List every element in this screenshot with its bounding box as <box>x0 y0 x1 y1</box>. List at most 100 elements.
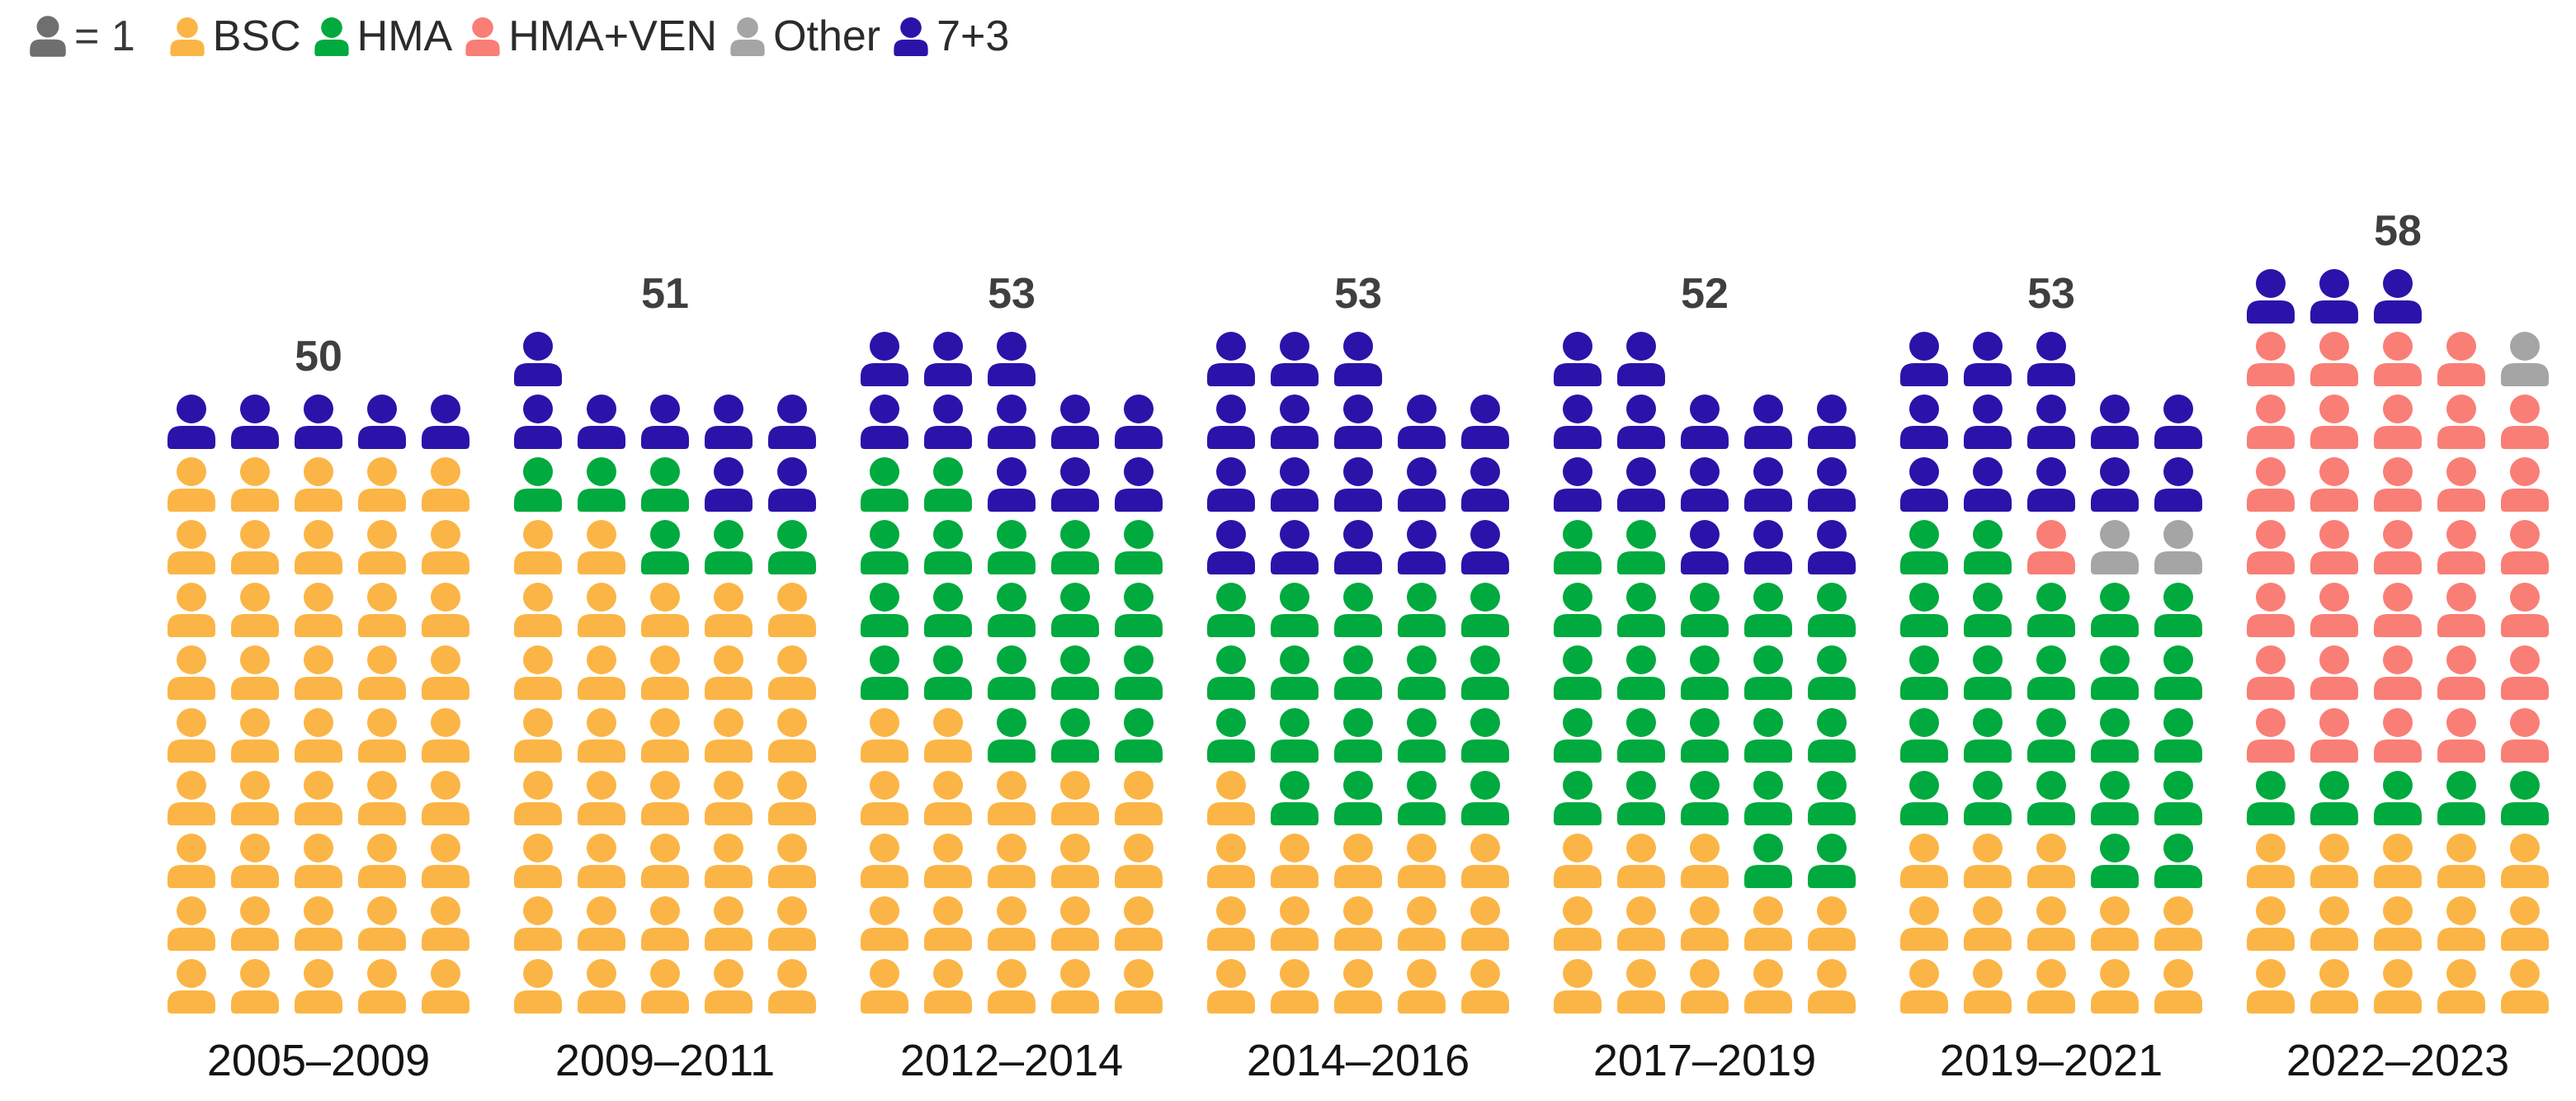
person-icon-hma <box>1615 520 1668 574</box>
person-icon-hma <box>1049 645 1102 700</box>
group-total-label: 52 <box>1681 270 1729 318</box>
person-icon-hma-ven <box>2244 645 2297 700</box>
person-icon-hma <box>1961 520 2014 574</box>
person-icon-bsc <box>512 959 564 1014</box>
person-icon-bsc <box>419 771 472 825</box>
icon-column <box>1805 395 1858 1014</box>
person-icon-7-3 <box>1961 395 2014 449</box>
icon-column <box>292 395 345 1014</box>
person-icon-bsc <box>1678 959 1731 1014</box>
person-icon-7-3 <box>1742 457 1795 512</box>
person-icon-bsc <box>2498 896 2551 951</box>
person-icon-bsc <box>1898 834 1951 888</box>
person-icon-bsc <box>1049 771 1102 825</box>
person-icon-bsc <box>292 520 345 574</box>
person-icon-bsc <box>2152 896 2205 951</box>
person-icon-bsc <box>292 896 345 951</box>
person-icon-hma-ven <box>2371 708 2424 763</box>
icon-column <box>1898 332 1951 1014</box>
person-icon-bsc <box>1459 959 1512 1014</box>
group-total-label: 58 <box>2374 207 2422 255</box>
person-icon-7-3 <box>2244 269 2297 324</box>
person-icon-bsc <box>512 645 564 700</box>
person-icon-hma <box>1459 708 1512 763</box>
person-icon-7-3 <box>1049 457 1102 512</box>
person-icon-hma <box>985 708 1038 763</box>
person-icon-bsc <box>165 896 218 951</box>
icon-columns <box>512 332 819 1014</box>
legend-unit: = 1 <box>28 12 157 61</box>
icon-column <box>229 395 281 1014</box>
person-icon-hma <box>1049 520 1102 574</box>
person-icon-bsc <box>2025 959 2078 1014</box>
icon-column <box>702 395 755 1014</box>
person-icon-hma <box>2308 771 2361 825</box>
person-icon-bsc <box>1551 834 1604 888</box>
person-icon-bsc <box>165 520 218 574</box>
person-icon-bsc <box>356 583 408 637</box>
icon-column <box>2088 395 2141 1014</box>
legend-person-icon <box>729 17 767 56</box>
person-icon-hma <box>1332 771 1385 825</box>
person-icon-hma <box>1742 834 1795 888</box>
person-icon-bsc <box>1112 771 1165 825</box>
icon-column <box>1112 395 1165 1014</box>
person-icon-hma-ven <box>2498 645 2551 700</box>
person-icon-bsc <box>2152 959 2205 1014</box>
person-icon-bsc <box>766 708 819 763</box>
person-icon-bsc <box>575 896 628 951</box>
person-icon-bsc <box>1049 896 1102 951</box>
person-icon-7-3 <box>1268 395 1321 449</box>
person-icon-hma <box>1205 583 1257 637</box>
person-icon-hma <box>2025 583 2078 637</box>
person-icon-hma <box>1805 708 1858 763</box>
person-icon-bsc <box>1268 959 1321 1014</box>
person-icon-hma <box>1678 583 1731 637</box>
person-icon-bsc <box>1205 959 1257 1014</box>
legend-item-7-3: 7+3 <box>892 12 1009 61</box>
person-icon-hma <box>1551 771 1604 825</box>
icon-column <box>2498 332 2551 1014</box>
icon-column <box>1268 332 1321 1014</box>
person-icon-bsc <box>639 708 691 763</box>
person-icon-7-3 <box>575 395 628 449</box>
pictogram-chart: 50 2005–2009 51 2009–2011 53 2012–2014 53 2014–… <box>165 206 2551 1086</box>
person-icon-bsc <box>766 583 819 637</box>
legend-item-label: HMA+VEN <box>508 12 718 60</box>
person-icon-7-3 <box>1742 395 1795 449</box>
person-icon-hma <box>1112 645 1165 700</box>
person-icon-hma <box>1395 771 1448 825</box>
icon-column <box>1742 395 1795 1014</box>
icon-column <box>1049 395 1102 1014</box>
person-icon-hma <box>1112 708 1165 763</box>
legend-item-label: BSC <box>212 12 301 60</box>
person-icon-hma <box>1551 583 1604 637</box>
person-icon-hma <box>1112 520 1165 574</box>
legend-unit-person-icon <box>28 16 68 57</box>
person-icon-7-3 <box>1459 520 1512 574</box>
person-icon-hma <box>1961 583 2014 637</box>
person-icon-7-3 <box>419 395 472 449</box>
person-icon-bsc <box>2308 834 2361 888</box>
person-icon-hma-ven <box>2308 332 2361 386</box>
person-icon-bsc <box>229 959 281 1014</box>
person-icon-7-3 <box>1805 520 1858 574</box>
x-axis-label: 2019–2021 <box>1939 1036 2163 1085</box>
person-icon-hma <box>2152 771 2205 825</box>
person-icon-hma <box>1459 771 1512 825</box>
person-icon-bsc <box>575 959 628 1014</box>
person-icon-hma-ven <box>2371 583 2424 637</box>
icon-columns <box>1551 332 1858 1014</box>
person-icon-hma <box>1268 708 1321 763</box>
person-icon-bsc <box>292 583 345 637</box>
person-icon-hma <box>1742 771 1795 825</box>
person-icon-bsc <box>1459 834 1512 888</box>
x-axis-label: 2022–2023 <box>2286 1036 2510 1085</box>
person-icon-bsc <box>1805 896 1858 951</box>
person-icon-hma-ven <box>2371 395 2424 449</box>
person-icon-hma-ven <box>2244 332 2297 386</box>
person-icon-hma <box>1898 771 1951 825</box>
person-icon-bsc <box>419 896 472 951</box>
person-icon-hma-ven <box>2435 395 2488 449</box>
person-icon-bsc <box>1395 896 1448 951</box>
